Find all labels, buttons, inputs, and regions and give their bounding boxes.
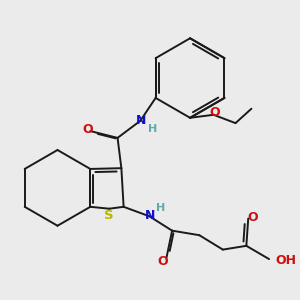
Text: O: O — [209, 106, 220, 119]
Text: N: N — [136, 114, 146, 127]
Text: H: H — [156, 203, 165, 213]
Text: O: O — [82, 123, 93, 136]
Text: O: O — [157, 255, 168, 268]
Text: H: H — [148, 124, 157, 134]
Text: OH: OH — [276, 254, 297, 267]
Text: N: N — [145, 209, 155, 222]
Text: O: O — [248, 211, 258, 224]
Text: S: S — [104, 209, 114, 222]
